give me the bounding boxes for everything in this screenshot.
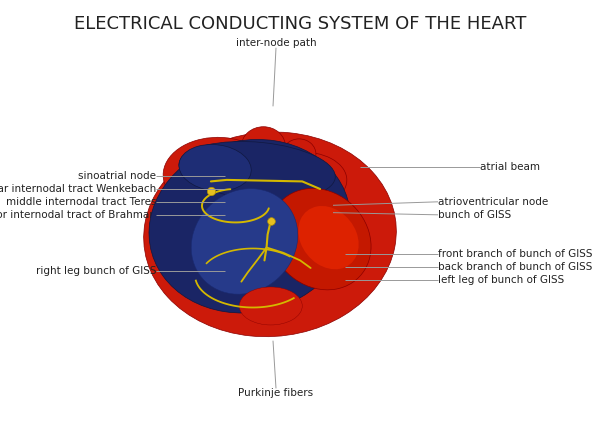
Ellipse shape (191, 189, 298, 294)
Text: middle internodal tract Teres: middle internodal tract Teres (5, 197, 156, 207)
Ellipse shape (143, 132, 397, 337)
Ellipse shape (257, 152, 347, 209)
Text: inter-node path: inter-node path (236, 38, 316, 48)
Text: bunch of GISS: bunch of GISS (438, 210, 511, 220)
Text: ELECTRICAL CONDUCTING SYSTEM OF THE HEART: ELECTRICAL CONDUCTING SYSTEM OF THE HEAR… (74, 15, 526, 33)
Text: left leg of bunch of GISS: left leg of bunch of GISS (438, 275, 564, 285)
Ellipse shape (179, 145, 251, 191)
Text: front branch of bunch of GISS: front branch of bunch of GISS (438, 249, 593, 259)
Ellipse shape (163, 137, 274, 214)
Ellipse shape (239, 287, 302, 325)
Text: atrioventricular node: atrioventricular node (438, 197, 548, 207)
Ellipse shape (149, 139, 350, 313)
Ellipse shape (241, 127, 286, 166)
Text: the anterior internodal tract of Brahman: the anterior internodal tract of Brahman (0, 210, 156, 220)
Text: right leg bunch of GISS: right leg bunch of GISS (35, 266, 156, 276)
Text: Purkinje fibers: Purkinje fibers (238, 388, 314, 398)
Ellipse shape (298, 206, 359, 269)
Text: rear internodal tract Wenkebach: rear internodal tract Wenkebach (0, 184, 156, 194)
Text: back branch of bunch of GISS: back branch of bunch of GISS (438, 262, 592, 272)
Ellipse shape (179, 141, 335, 200)
Text: sinoatrial node: sinoatrial node (78, 171, 156, 181)
Ellipse shape (283, 139, 316, 169)
Ellipse shape (269, 188, 371, 290)
Text: atrial beam: atrial beam (480, 162, 540, 172)
